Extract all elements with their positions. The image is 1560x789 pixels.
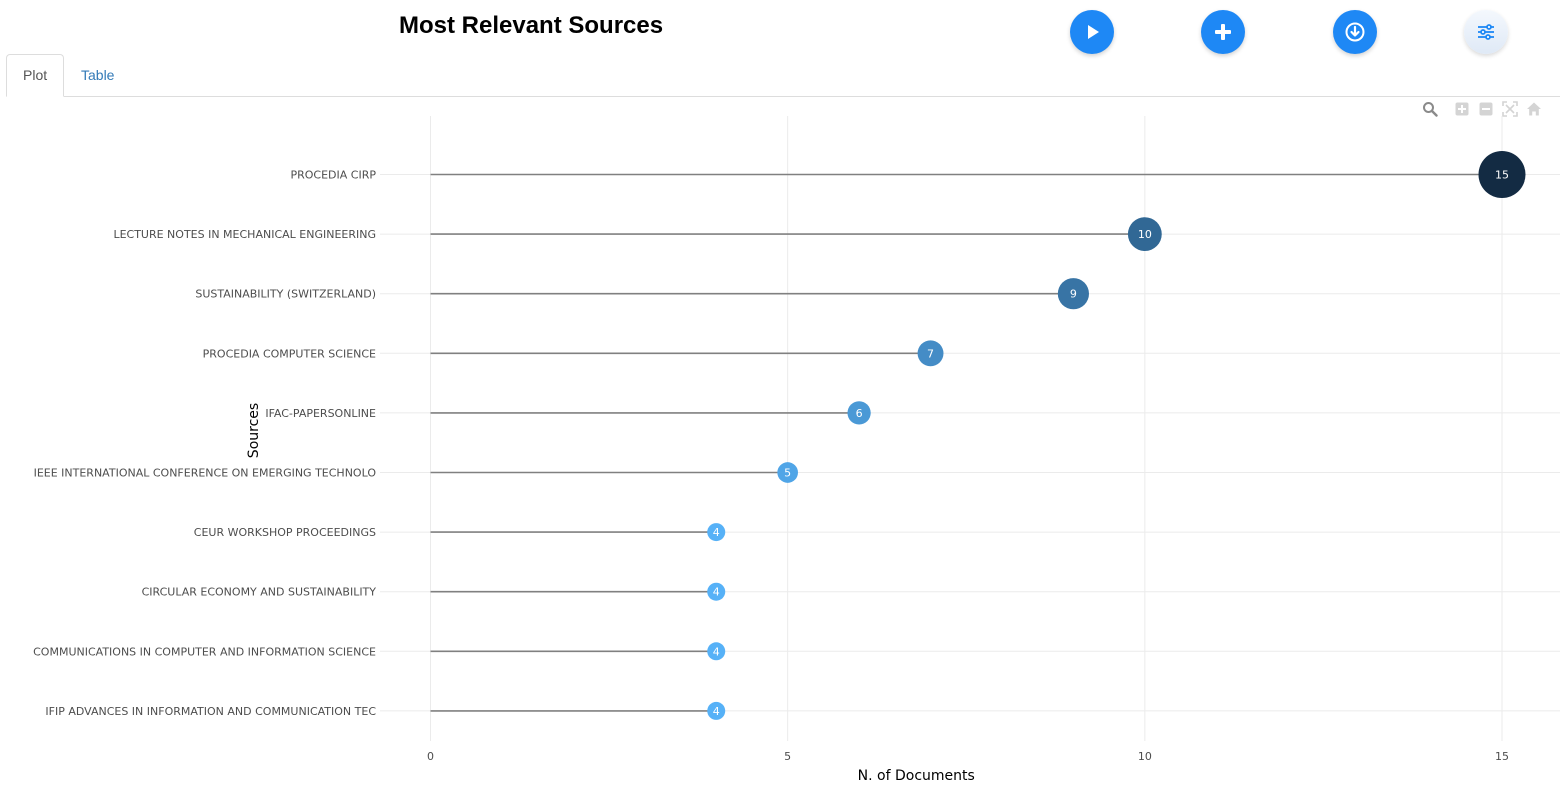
y-tick-label: PROCEDIA COMPUTER SCIENCE: [203, 347, 376, 360]
y-tick-label: IFIP ADVANCES IN INFORMATION AND COMMUNI…: [45, 705, 376, 718]
y-axis-title: Sources: [246, 403, 262, 458]
plot-modebar: [1422, 101, 1542, 117]
y-tick-label: IEEE INTERNATIONAL CONFERENCE ON EMERGIN…: [34, 467, 377, 480]
y-tick-label: IFAC-PAPERSONLINE: [265, 407, 376, 420]
data-label: 7: [927, 347, 934, 360]
data-label: 4: [713, 705, 720, 718]
lollipop-point[interactable]: [1478, 151, 1526, 198]
y-tick-label: LECTURE NOTES IN MECHANICAL ENGINEERING: [113, 228, 376, 241]
reset-axes-icon[interactable]: [1526, 101, 1542, 117]
grid-layer: [380, 116, 1560, 741]
x-tick-label: 5: [784, 750, 791, 763]
x-axis-title: N. of Documents: [858, 768, 975, 784]
tab-plot[interactable]: Plot: [6, 54, 65, 97]
lollipop-point[interactable]: [707, 523, 726, 542]
play-button[interactable]: [1070, 10, 1114, 54]
lollipop-point[interactable]: [917, 340, 944, 367]
lollipop-point[interactable]: [847, 401, 871, 425]
lollipop-point[interactable]: [707, 582, 726, 601]
tab-table[interactable]: Table: [81, 67, 115, 83]
y-tick-label: COMMUNICATIONS IN COMPUTER AND INFORMATI…: [33, 645, 376, 658]
y-tick-label: CIRCULAR ECONOMY AND SUSTAINABILITY: [142, 586, 377, 599]
zoom-icon[interactable]: [1422, 101, 1438, 117]
data-label: 15: [1495, 169, 1509, 182]
data-label: 6: [856, 407, 863, 420]
y-tick-label: PROCEDIA CIRP: [290, 169, 376, 182]
zoom-out-icon[interactable]: [1478, 101, 1494, 117]
data-label: 10: [1138, 228, 1152, 241]
tab-bar: Plot Table: [6, 54, 1560, 97]
lollipop-point[interactable]: [1057, 278, 1089, 310]
play-icon: [1088, 25, 1099, 39]
lollipop-point[interactable]: [707, 642, 726, 661]
zoom-in-icon[interactable]: [1454, 101, 1470, 117]
add-button[interactable]: [1201, 10, 1245, 54]
x-tick-label: 0: [427, 750, 434, 763]
data-label: 4: [713, 586, 720, 599]
autoscale-icon[interactable]: [1502, 101, 1518, 117]
point-layer: [707, 151, 1526, 720]
data-label: 4: [713, 645, 720, 658]
sliders-icon: [1478, 24, 1494, 40]
y-tick-label: SUSTAINABILITY (SWITZERLAND): [195, 288, 376, 301]
page-title: Most Relevant Sources: [399, 12, 664, 39]
data-label: 5: [784, 467, 791, 480]
y-tick-label: CEUR WORKSHOP PROCEEDINGS: [194, 526, 376, 539]
download-icon: [1345, 22, 1365, 42]
lollipop-point[interactable]: [707, 701, 726, 720]
download-button[interactable]: [1333, 10, 1377, 54]
lollipop-point[interactable]: [1127, 217, 1162, 252]
label-layer: 0 5 10 15 PROCEDIA CIRP 15 LECTURE NOTES IN ME…: [33, 169, 1509, 764]
data-label: 4: [713, 526, 720, 539]
options-button[interactable]: [1464, 10, 1508, 54]
data-label: 9: [1070, 288, 1077, 301]
x-tick-label: 10: [1138, 750, 1152, 763]
x-tick-label: 15: [1495, 750, 1509, 763]
lollipop-point[interactable]: [777, 462, 798, 483]
stem-layer: [430, 173, 1502, 712]
plus-icon: [1215, 24, 1231, 40]
